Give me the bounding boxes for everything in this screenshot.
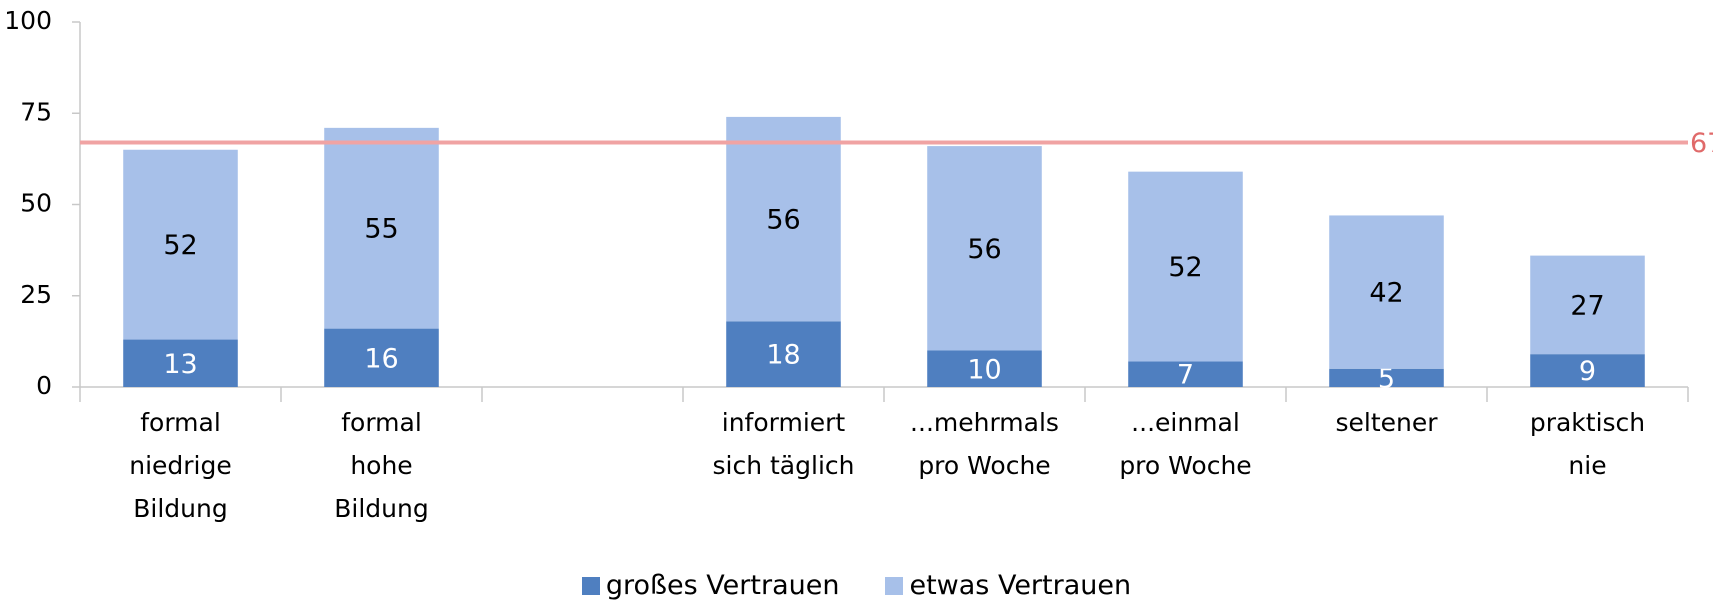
- data-label: 13: [163, 349, 197, 380]
- x-tick-label: praktisch nie: [1529, 408, 1646, 480]
- reference-label: 67: [1690, 128, 1713, 159]
- bar-segment: [324, 328, 439, 387]
- bar-segment: [726, 321, 841, 387]
- legend-swatch: [581, 576, 600, 595]
- bar-segment: [123, 149, 238, 340]
- bar-segment: [1329, 368, 1444, 387]
- x-tick-label: formal niedrige Bildung: [129, 408, 232, 523]
- data-label: 9: [1579, 356, 1596, 387]
- legend-item: großes Vertrauen: [581, 570, 840, 601]
- data-label: 10: [967, 354, 1001, 385]
- data-label: 42: [1369, 278, 1403, 309]
- legend-label: etwas Vertrauen: [909, 570, 1132, 601]
- x-tick-label: ...mehrmals pro Woche: [910, 408, 1059, 480]
- data-label: 52: [163, 230, 197, 261]
- bar-segment: [1530, 255, 1645, 355]
- bar-segment: [927, 146, 1042, 351]
- legend-item: etwas Vertrauen: [885, 570, 1131, 601]
- y-tick-label: 0: [36, 371, 52, 400]
- legend-swatch: [885, 576, 904, 595]
- bar-segment: [123, 339, 238, 387]
- bar-segment: [1329, 215, 1444, 369]
- y-tick-label: 100: [4, 6, 52, 35]
- data-label: 55: [364, 214, 398, 245]
- data-label: 5: [1378, 363, 1395, 394]
- x-tick-label: ...einmal pro Woche: [1119, 408, 1252, 480]
- data-label: 56: [766, 205, 800, 236]
- bar-segment: [1128, 361, 1243, 387]
- x-tick-label: seltener: [1335, 408, 1438, 437]
- x-tick-label: formal hohe Bildung: [334, 408, 429, 523]
- data-label: 18: [766, 340, 800, 371]
- data-label: 52: [1168, 252, 1202, 283]
- legend: großes Vertrauen etwas Vertrauen: [0, 570, 1713, 601]
- x-tick-label: informiert sich täglich: [712, 408, 855, 480]
- data-label: 7: [1177, 360, 1194, 391]
- data-label: 27: [1570, 290, 1604, 321]
- y-tick-label: 50: [20, 189, 52, 218]
- bar-segment: [726, 116, 841, 322]
- legend-label: großes Vertrauen: [605, 570, 840, 601]
- bar-segment: [1530, 354, 1645, 387]
- bar-segment: [324, 127, 439, 329]
- y-tick-label: 75: [20, 97, 52, 126]
- bar-segment: [927, 350, 1042, 387]
- y-tick-label: 25: [20, 280, 52, 309]
- data-label: 16: [364, 343, 398, 374]
- bar-segment: [1128, 171, 1243, 362]
- data-label: 56: [967, 234, 1001, 265]
